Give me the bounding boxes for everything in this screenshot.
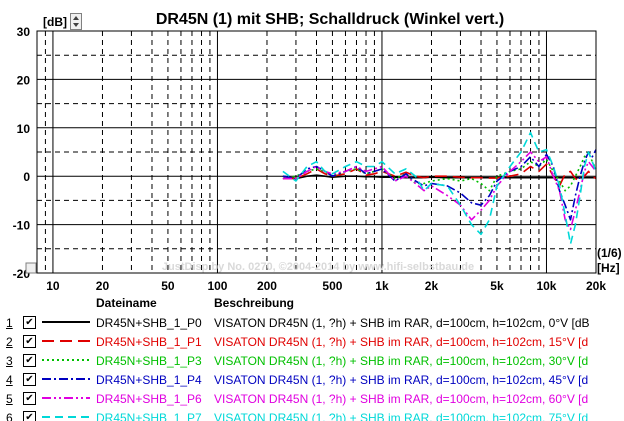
y-tick-label: 30 (17, 25, 31, 39)
x-tick-label: 10 (46, 279, 60, 293)
series-line-2 (282, 163, 597, 187)
spin-arrows-icon (73, 16, 79, 27)
legend-line-sample (42, 397, 90, 399)
x-axis-resolution-label: (1/6) (597, 246, 622, 260)
legend-row: 3 ✔ DR45N+SHB_1_P3 VISATON DR45N (1, ?h) + … (0, 352, 624, 371)
legend-row-number[interactable]: 1 (6, 316, 13, 330)
legend-table: Dateiname Beschreibung 1 ✔ DR45N+SHB_1_P0 V… (0, 296, 624, 421)
legend-checkbox[interactable]: ✔ (23, 411, 36, 421)
legend-row: 2 ✔ DR45N+SHB_1_P1 VISATON DR45N (1, ?h) + … (0, 333, 624, 352)
legend-row-number[interactable]: 4 (6, 373, 13, 387)
legend-row: 4 ✔ DR45N+SHB_1_P4 VISATON DR45N (1, ?h) + … (0, 371, 624, 390)
legend-filename: DR45N+SHB_1_P7 (96, 411, 202, 421)
x-tick-label: 5k (490, 279, 504, 293)
legend-filename: DR45N+SHB_1_P1 (96, 335, 202, 349)
legend-row-number[interactable]: 3 (6, 354, 13, 368)
x-axis-scroll-left[interactable] (25, 262, 37, 274)
legend-description: VISATON DR45N (1, ?h) + SHB im RAR, d=10… (214, 316, 590, 330)
legend-filename: DR45N+SHB_1_P0 (96, 316, 202, 330)
y-axis-unit-label: [dB] (43, 15, 67, 29)
y-tick-label: 0 (23, 170, 30, 184)
legend-description: VISATON DR45N (1, ?h) + SHB im RAR, d=10… (214, 335, 589, 349)
legend-checkbox[interactable]: ✔ (23, 335, 36, 348)
chart-grid (37, 31, 596, 273)
x-tick-label: 1k (375, 279, 389, 293)
x-axis-unit-label: [Hz] (597, 261, 620, 275)
legend-description: VISATON DR45N (1, ?h) + SHB im RAR, d=10… (214, 411, 589, 421)
series-lines (282, 131, 597, 245)
legend-row: 6 ✔ DR45N+SHB_1_P7 VISATON DR45N (1, ?h) + … (0, 409, 624, 421)
legend-line-sample (42, 321, 90, 323)
legend-row-number[interactable]: 2 (6, 335, 13, 349)
legend-row-number[interactable]: 5 (6, 392, 13, 406)
legend-line-sample (42, 359, 90, 361)
x-tick-label: 500 (322, 279, 342, 293)
legend-line-sample (42, 378, 90, 380)
x-tick-label: 100 (207, 279, 227, 293)
legend-header-filename: Dateiname (96, 296, 157, 310)
legend-description: VISATON DR45N (1, ?h) + SHB im RAR, d=10… (214, 392, 589, 406)
x-tick-label: 50 (161, 279, 175, 293)
legend-header-description: Beschreibung (214, 296, 295, 310)
legend-checkbox[interactable]: ✔ (23, 316, 36, 329)
x-tick-label: 20k (586, 279, 606, 293)
x-tick-labels: 10 20 50 100 200 500 1k 2k 5k 10k 20k (46, 279, 606, 293)
legend-row: 5 ✔ DR45N+SHB_1_P6 VISATON DR45N (1, ?h) + … (0, 390, 624, 409)
y-tick-label: 20 (17, 73, 31, 87)
y-tick-label: 10 (17, 122, 31, 136)
legend-checkbox[interactable]: ✔ (23, 373, 36, 386)
x-tick-label: 20 (96, 279, 110, 293)
watermark-text: JustDisp by No. 0270, ©2004-2014 by www.… (162, 261, 474, 273)
series-line-6 (282, 131, 597, 245)
legend-line-sample (42, 416, 90, 418)
legend-filename: DR45N+SHB_1_P4 (96, 373, 202, 387)
legend-description: VISATON DR45N (1, ?h) + SHB im RAR, d=10… (214, 354, 589, 368)
frequency-response-chart: DR45N (1) mit SHB; Schalldruck (Winkel v… (13, 11, 622, 293)
legend-filename: DR45N+SHB_1_P3 (96, 354, 202, 368)
legend-description: VISATON DR45N (1, ?h) + SHB im RAR, d=10… (214, 373, 589, 387)
legend-checkbox[interactable]: ✔ (23, 392, 36, 405)
y-axis-spin-control[interactable] (70, 13, 82, 30)
legend-row: 1 ✔ DR45N+SHB_1_P0 VISATON DR45N (1, ?h) + … (0, 314, 624, 333)
legend-checkbox[interactable]: ✔ (23, 354, 36, 367)
x-tick-label: 10k (536, 279, 556, 293)
plot-area (36, 30, 597, 274)
legend-line-sample (42, 340, 90, 342)
legend-row-number[interactable]: 6 (6, 411, 13, 421)
y-tick-label: -10 (13, 219, 31, 233)
chart-title: DR45N (1) mit SHB; Schalldruck (Winkel v… (156, 11, 504, 28)
x-tick-label: 2k (425, 279, 439, 293)
series-line-5 (282, 151, 597, 231)
legend-filename: DR45N+SHB_1_P6 (96, 392, 202, 406)
x-tick-label: 200 (257, 279, 277, 293)
